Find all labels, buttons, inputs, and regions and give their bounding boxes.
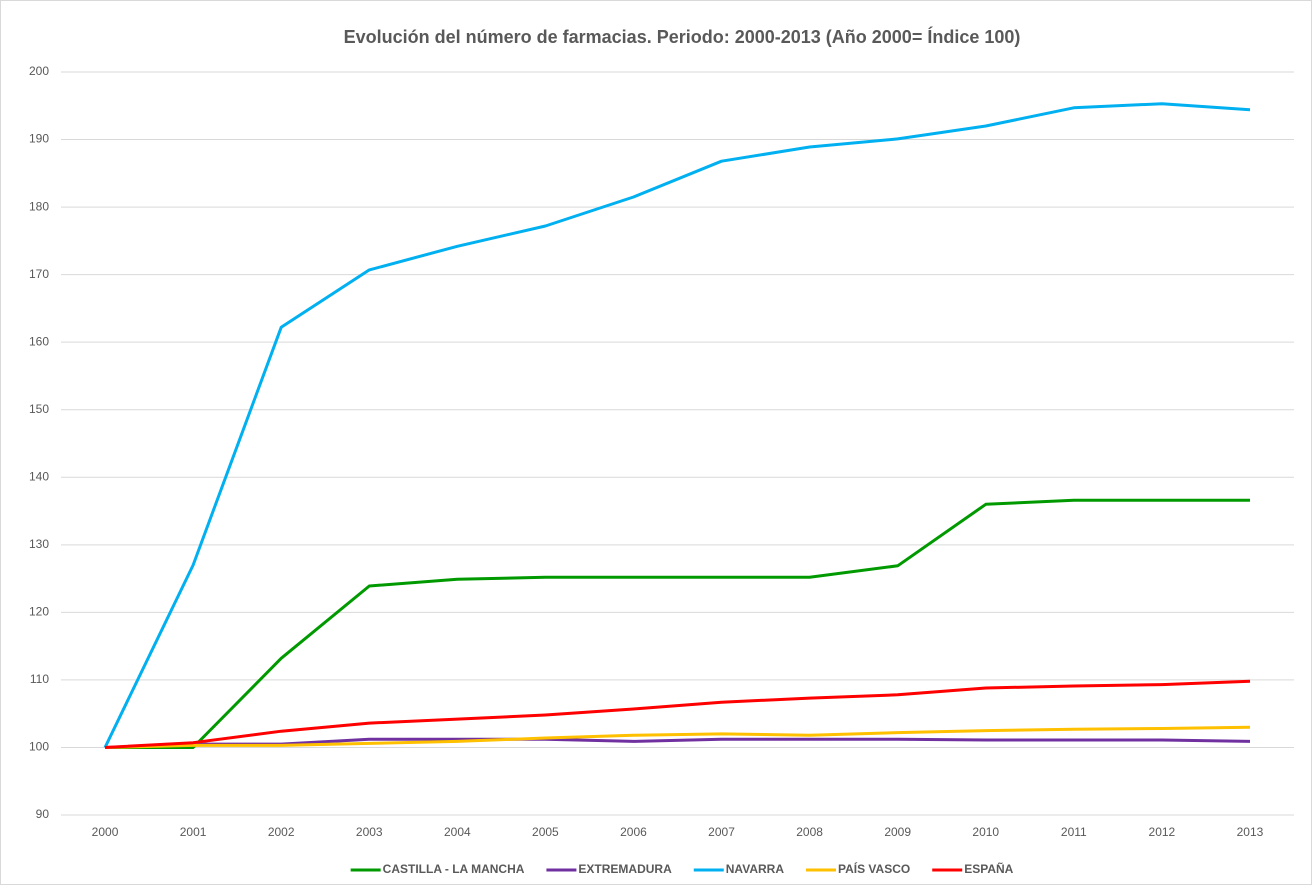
x-tick-label: 2003 [356, 825, 383, 839]
x-tick-label: 2001 [180, 825, 207, 839]
x-tick-label: 2004 [444, 825, 471, 839]
legend-label: EXTREMADURA [578, 862, 672, 876]
legend-label: NAVARRA [726, 862, 785, 876]
x-tick-label: 2000 [92, 825, 119, 839]
y-tick-label: 200 [29, 64, 49, 78]
y-tick-label: 110 [30, 672, 49, 686]
series-line [104, 725, 1251, 749]
legend: CASTILLA - LA MANCHA EXTREMADURA NAVARRA PA… [350, 861, 1014, 876]
y-tick-label: 140 [29, 469, 49, 483]
y-tick-label: 160 [29, 334, 49, 348]
x-tick-label: 2009 [884, 825, 911, 839]
x-tick-label: 2008 [796, 825, 823, 839]
series-line [104, 737, 1251, 749]
y-tick-label: 100 [29, 740, 49, 754]
y-tick-label: 150 [29, 402, 49, 416]
series-line [104, 679, 1251, 749]
legend-label: CASTILLA - LA MANCHA [383, 862, 525, 876]
x-tick-label: 2013 [1237, 825, 1264, 839]
x-tick-label: 2006 [620, 825, 647, 839]
x-tick-label: 2012 [1149, 825, 1176, 839]
y-tick-label: 180 [29, 199, 49, 213]
y-tick-label: 90 [36, 807, 50, 821]
y-tick-label: 170 [29, 267, 49, 281]
x-tick-label: 2011 [1061, 825, 1087, 839]
legend-label: PAÍS VASCO [838, 861, 910, 876]
x-tick-label: 2002 [268, 825, 295, 839]
x-tick-label: 2005 [532, 825, 559, 839]
series-line [103, 102, 1251, 749]
x-tick-label: 2007 [708, 825, 735, 839]
x-tick-label: 2010 [972, 825, 999, 839]
series-line [105, 498, 1250, 749]
chart-title: Evolución del número de farmacias. Perio… [344, 26, 1021, 47]
legend-label: ESPAÑA [964, 861, 1013, 876]
y-tick-label: 120 [29, 605, 49, 619]
y-tick-label: 190 [29, 132, 49, 146]
y-tick-label: 130 [29, 537, 49, 551]
